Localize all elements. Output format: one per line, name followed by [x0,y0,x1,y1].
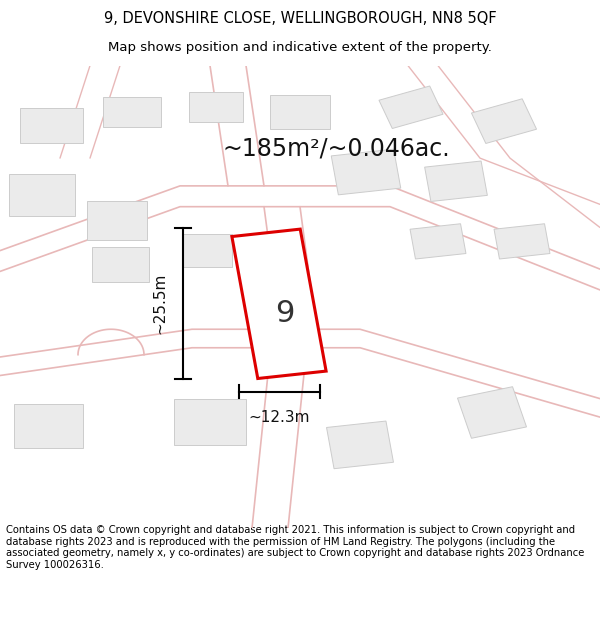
Text: Contains OS data © Crown copyright and database right 2021. This information is : Contains OS data © Crown copyright and d… [6,525,584,570]
Polygon shape [472,99,536,144]
Polygon shape [331,149,401,195]
Polygon shape [270,94,330,129]
Polygon shape [103,97,161,127]
Polygon shape [174,399,246,445]
Polygon shape [14,404,83,448]
Polygon shape [457,387,527,438]
Polygon shape [87,201,147,240]
Text: ~25.5m: ~25.5m [153,273,168,334]
Polygon shape [379,86,443,129]
Text: 9, DEVONSHIRE CLOSE, WELLINGBOROUGH, NN8 5QF: 9, DEVONSHIRE CLOSE, WELLINGBOROUGH, NN8… [104,11,496,26]
Polygon shape [189,92,243,123]
Text: ~12.3m: ~12.3m [248,409,310,424]
Polygon shape [494,224,550,259]
Polygon shape [326,421,394,469]
Text: 9: 9 [275,299,295,328]
Polygon shape [20,108,83,143]
Polygon shape [9,174,75,216]
Text: ~185m²/~0.046ac.: ~185m²/~0.046ac. [222,137,450,161]
Polygon shape [410,224,466,259]
Polygon shape [232,229,326,379]
Polygon shape [182,234,232,267]
Polygon shape [425,161,487,201]
Text: Map shows position and indicative extent of the property.: Map shows position and indicative extent… [108,41,492,54]
Polygon shape [92,247,149,282]
